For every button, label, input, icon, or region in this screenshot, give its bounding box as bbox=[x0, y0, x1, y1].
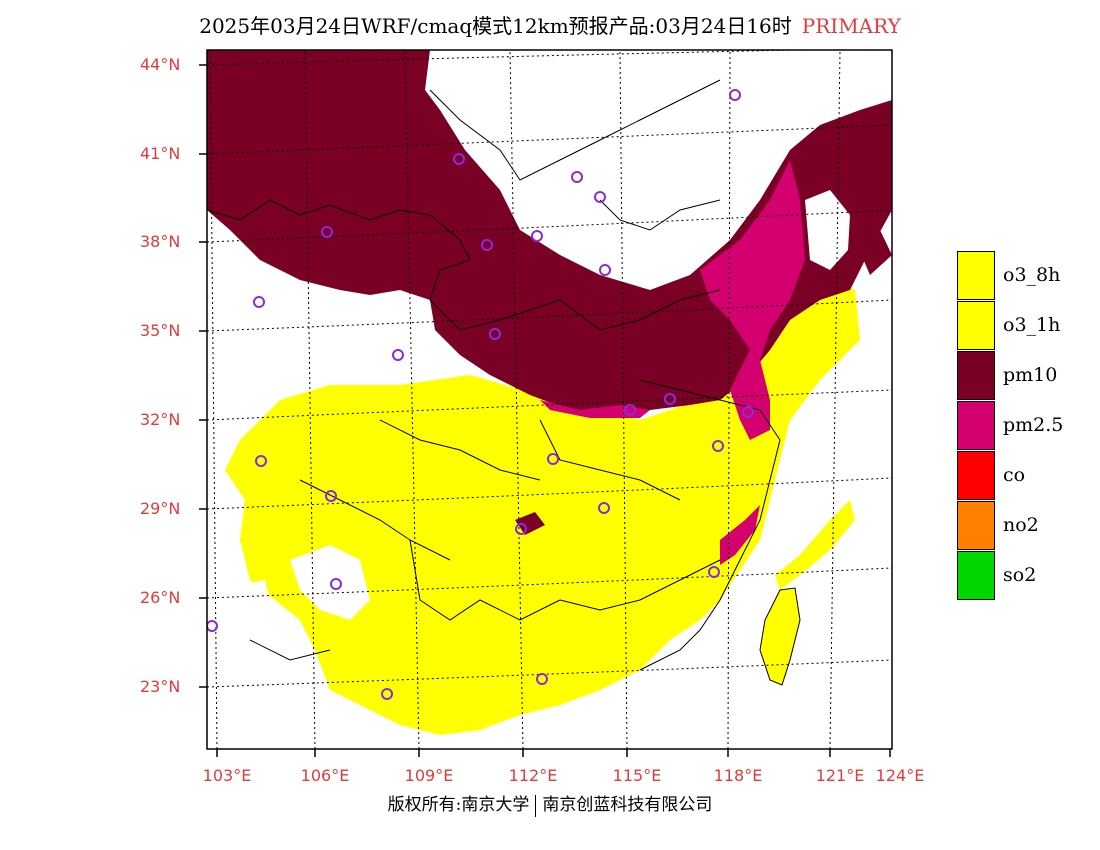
lat-label-35: 35°N bbox=[140, 321, 181, 340]
o3-region bbox=[225, 280, 860, 735]
lon-label-106: 106°E bbox=[300, 766, 350, 785]
legend-item-co: co bbox=[957, 450, 1063, 500]
legend-label: so2 bbox=[1003, 564, 1037, 586]
clear-area-bohai bbox=[805, 190, 850, 270]
clear-area-north bbox=[440, 55, 830, 270]
graticule bbox=[207, 50, 892, 749]
legend-item-o3-8h: o3_8h bbox=[957, 250, 1063, 300]
lon-label-112: 112°E bbox=[508, 766, 558, 785]
lat-label-23: 23°N bbox=[140, 677, 181, 696]
copyright-left: 版权所有:南京大学 bbox=[387, 795, 530, 815]
legend-item-o3-1h: o3_1h bbox=[957, 300, 1063, 350]
legend-item-no2: no2 bbox=[957, 500, 1063, 550]
lat-label-41: 41°N bbox=[140, 144, 181, 163]
lon-label-109: 109°E bbox=[404, 766, 454, 785]
axis-ticks bbox=[199, 64, 891, 757]
legend-item-so2: so2 bbox=[957, 550, 1063, 600]
legend-label: pm10 bbox=[1003, 364, 1058, 386]
legend-label: o3_1h bbox=[1003, 314, 1061, 336]
legend-swatch bbox=[957, 500, 995, 550]
lat-label-26: 26°N bbox=[140, 588, 181, 607]
lon-label-121: 121°E bbox=[815, 766, 865, 785]
title-text: 2025年03月24日WRF/cmaq模式12km预报产品:03月24日16时 bbox=[199, 14, 792, 38]
legend-swatch bbox=[957, 550, 995, 600]
legend-label: no2 bbox=[1003, 514, 1039, 536]
lon-label-124: 124°E bbox=[875, 766, 925, 785]
footer-divider bbox=[535, 794, 537, 817]
legend-label: pm2.5 bbox=[1003, 414, 1064, 436]
monitoring-stations bbox=[207, 89, 754, 700]
legend-swatch bbox=[957, 350, 995, 400]
lon-label-115: 115°E bbox=[612, 766, 662, 785]
legend-swatch bbox=[957, 300, 995, 350]
o3-region-east bbox=[775, 500, 855, 590]
map-content bbox=[207, 50, 892, 749]
map-frame bbox=[206, 49, 893, 750]
legend-swatch bbox=[957, 400, 995, 450]
legend-swatch bbox=[957, 450, 995, 500]
primary-tag: PRIMARY bbox=[801, 14, 901, 38]
clear-area-3 bbox=[215, 620, 245, 660]
lat-label-32: 32°N bbox=[140, 410, 181, 429]
legend-label: o3_8h bbox=[1003, 264, 1061, 286]
lon-label-103: 103°E bbox=[202, 766, 252, 785]
legend: o3_8h o3_1h pm10 pm2.5 co no2 so2 bbox=[957, 250, 1063, 600]
legend-label: co bbox=[1003, 464, 1026, 486]
lon-label-118: 118°E bbox=[713, 766, 763, 785]
lat-label-38: 38°N bbox=[140, 232, 181, 251]
pm10-region-ne bbox=[855, 230, 892, 275]
legend-item-pm25: pm2.5 bbox=[957, 400, 1063, 450]
pm25-region bbox=[700, 160, 805, 440]
pm10-region bbox=[207, 50, 892, 412]
lat-label-44: 44°N bbox=[140, 55, 181, 74]
clear-area-2 bbox=[240, 580, 270, 610]
copyright-footer: 版权所有:南京大学 南京创蓝科技有限公司 bbox=[0, 790, 1100, 817]
copyright-right: 南京创蓝科技有限公司 bbox=[542, 795, 713, 815]
map-title: 2025年03月24日WRF/cmaq模式12km预报产品:03月24日16时 P… bbox=[0, 10, 1100, 39]
taiwan-island bbox=[759, 587, 801, 686]
lat-label-29: 29°N bbox=[140, 499, 181, 518]
legend-item-pm10: pm10 bbox=[957, 350, 1063, 400]
pm25-region-south bbox=[540, 400, 650, 418]
pm25-coast bbox=[720, 505, 760, 565]
pm10-region-mid bbox=[515, 512, 545, 535]
clear-area-1 bbox=[290, 545, 370, 620]
legend-swatch bbox=[957, 250, 995, 300]
